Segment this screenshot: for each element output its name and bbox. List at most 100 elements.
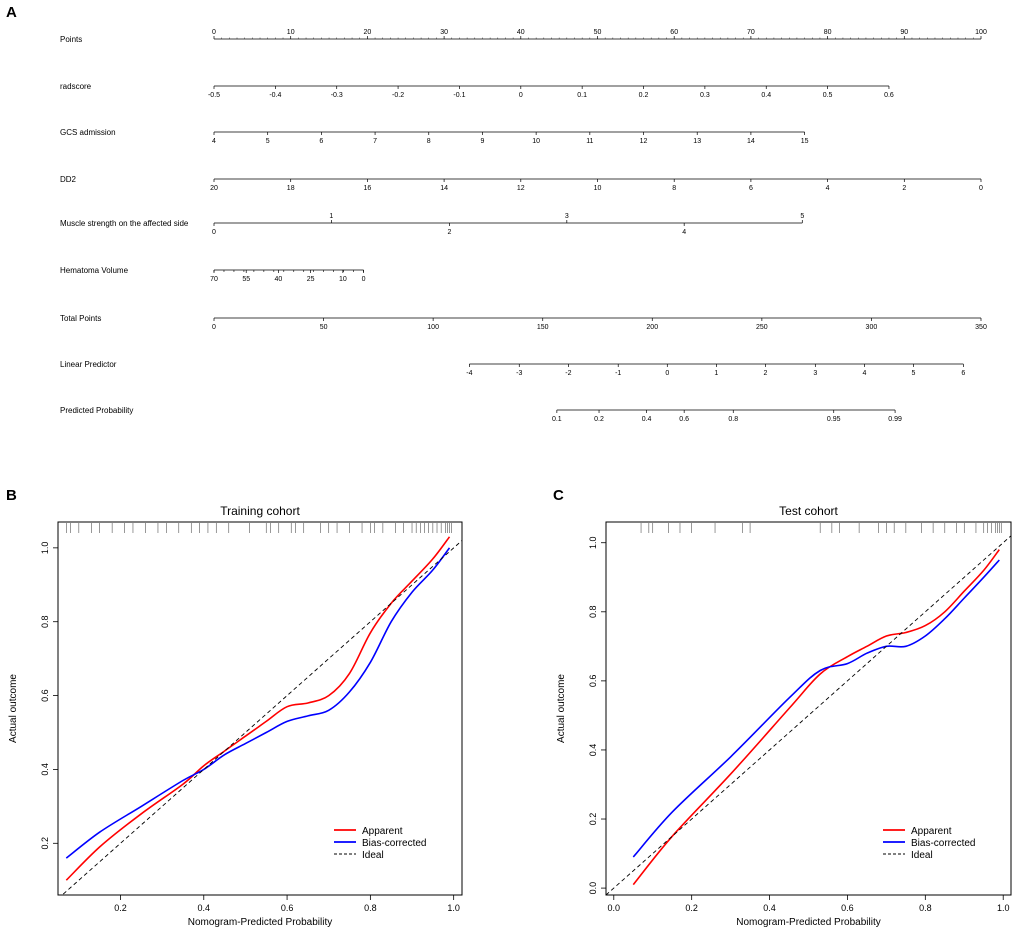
tick-label: -0.3: [331, 92, 343, 99]
x-tick-label: 0.0: [608, 903, 621, 913]
tick-label: 90: [900, 29, 908, 36]
tick-label: 0.3: [700, 92, 710, 99]
plot-frame: [605, 521, 1012, 896]
row-label-hematoma-volume: Hematoma Volume: [60, 266, 129, 275]
x-tick-label: 1.0: [447, 903, 460, 913]
tick-label: 40: [517, 29, 525, 36]
tick-label: 10: [532, 138, 540, 145]
tick-label: 0.1: [552, 416, 562, 423]
y-tick-label: 0.8: [40, 615, 50, 628]
tick-label: 5: [266, 138, 270, 145]
row-label-total-points: Total Points: [60, 314, 101, 323]
tick-label: 0.6: [679, 416, 689, 423]
series-line-apparent: [632, 549, 1000, 886]
x-tick-label: 0.4: [763, 903, 776, 913]
tick-label: 1: [329, 213, 333, 220]
tick-label: 5: [800, 213, 804, 220]
tick-label: 50: [594, 29, 602, 36]
tick-label: 70: [210, 276, 218, 283]
tick-label: 0.1: [577, 92, 587, 99]
tick-label: 2: [448, 229, 452, 236]
tick-label: 25: [307, 276, 315, 283]
tick-label: 5: [912, 370, 916, 377]
y-tick-label: 0.2: [588, 813, 598, 826]
tick-label: 3: [813, 370, 817, 377]
x-tick-label: 0.2: [685, 903, 698, 913]
legend-label-bias-corrected: Bias-corrected: [362, 838, 426, 849]
tick-label: -4: [466, 370, 472, 377]
tick-label: -0.4: [269, 92, 281, 99]
legend-label-apparent: Apparent: [911, 826, 952, 837]
tick-label: 18: [287, 185, 295, 192]
tick-label: 0: [979, 185, 983, 192]
tick-label: 12: [640, 138, 648, 145]
tick-label: 300: [866, 324, 878, 331]
tick-label: 0.99: [888, 416, 902, 423]
tick-label: 6: [319, 138, 323, 145]
row-label-gcs-admission: GCS admission: [60, 128, 116, 137]
calibration-plot-training: Training cohort Nomogram-Predicted Probab…: [8, 504, 463, 928]
tick-label: 0: [665, 370, 669, 377]
calibration-plot-test: Test cohort Nomogram-Predicted Probabilit…: [556, 504, 1012, 928]
tick-label: 8: [427, 138, 431, 145]
legend-label-ideal: Ideal: [911, 850, 933, 861]
panel-label-a: A: [6, 4, 17, 21]
tick-label: 4: [212, 138, 216, 145]
series-line-bias-corrected: [632, 559, 1000, 858]
tick-label: 20: [364, 29, 372, 36]
tick-label: 60: [670, 29, 678, 36]
x-tick-label: 0.8: [919, 903, 932, 913]
tick-label: 80: [824, 29, 832, 36]
tick-label: -0.1: [453, 92, 465, 99]
tick-label: 14: [747, 138, 755, 145]
tick-label: 0: [519, 92, 523, 99]
tick-label: 10: [594, 185, 602, 192]
y-tick-label: 0.8: [588, 606, 598, 619]
row-label-linear-predictor: Linear Predictor: [60, 360, 117, 369]
x-axis-label: Nomogram-Predicted Probability: [188, 917, 333, 928]
tick-label: 2: [902, 185, 906, 192]
y-tick-label: 1.0: [588, 536, 598, 549]
x-tick-label: 0.6: [281, 903, 294, 913]
series-line-ideal: [61, 540, 462, 895]
tick-label: 8: [672, 185, 676, 192]
tick-label: 0: [362, 276, 366, 283]
plot-area: [606, 535, 1011, 895]
tick-label: 0: [212, 29, 216, 36]
y-axis-label: Actual outcome: [556, 674, 567, 743]
y-axis-label: Actual outcome: [8, 674, 19, 743]
tick-label: 40: [275, 276, 283, 283]
tick-label: 55: [242, 276, 250, 283]
tick-label: 4: [826, 185, 830, 192]
x-tick-label: 0.2: [114, 903, 127, 913]
tick-label: 0.4: [761, 92, 771, 99]
y-tick-label: 0.6: [588, 675, 598, 688]
tick-label: -1: [615, 370, 621, 377]
series-line-bias-corrected: [65, 547, 451, 859]
tick-label: 16: [364, 185, 372, 192]
tick-label: 0.6: [884, 92, 894, 99]
tick-label: 12: [517, 185, 525, 192]
tick-label: 0: [212, 229, 216, 236]
y-tick-label: 0.6: [40, 689, 50, 702]
tick-label: 1: [714, 370, 718, 377]
tick-label: 0.2: [639, 92, 649, 99]
plot-area: [61, 536, 462, 895]
panel-label-b: B: [6, 487, 17, 504]
tick-label: 0: [212, 324, 216, 331]
tick-label: 3: [565, 213, 569, 220]
tick-label: 4: [682, 229, 686, 236]
tick-label: 14: [440, 185, 448, 192]
panel-label-c: C: [553, 487, 564, 504]
chart-title: Training cohort: [220, 504, 300, 518]
series-line-ideal: [606, 535, 1011, 895]
row-label-points: Points: [60, 35, 82, 44]
y-tick-label: 0.2: [40, 837, 50, 850]
tick-label: 0.8: [728, 416, 738, 423]
legend-label-bias-corrected: Bias-corrected: [911, 838, 975, 849]
tick-label: 100: [975, 29, 987, 36]
tick-label: -2: [565, 370, 571, 377]
tick-label: 10: [287, 29, 295, 36]
